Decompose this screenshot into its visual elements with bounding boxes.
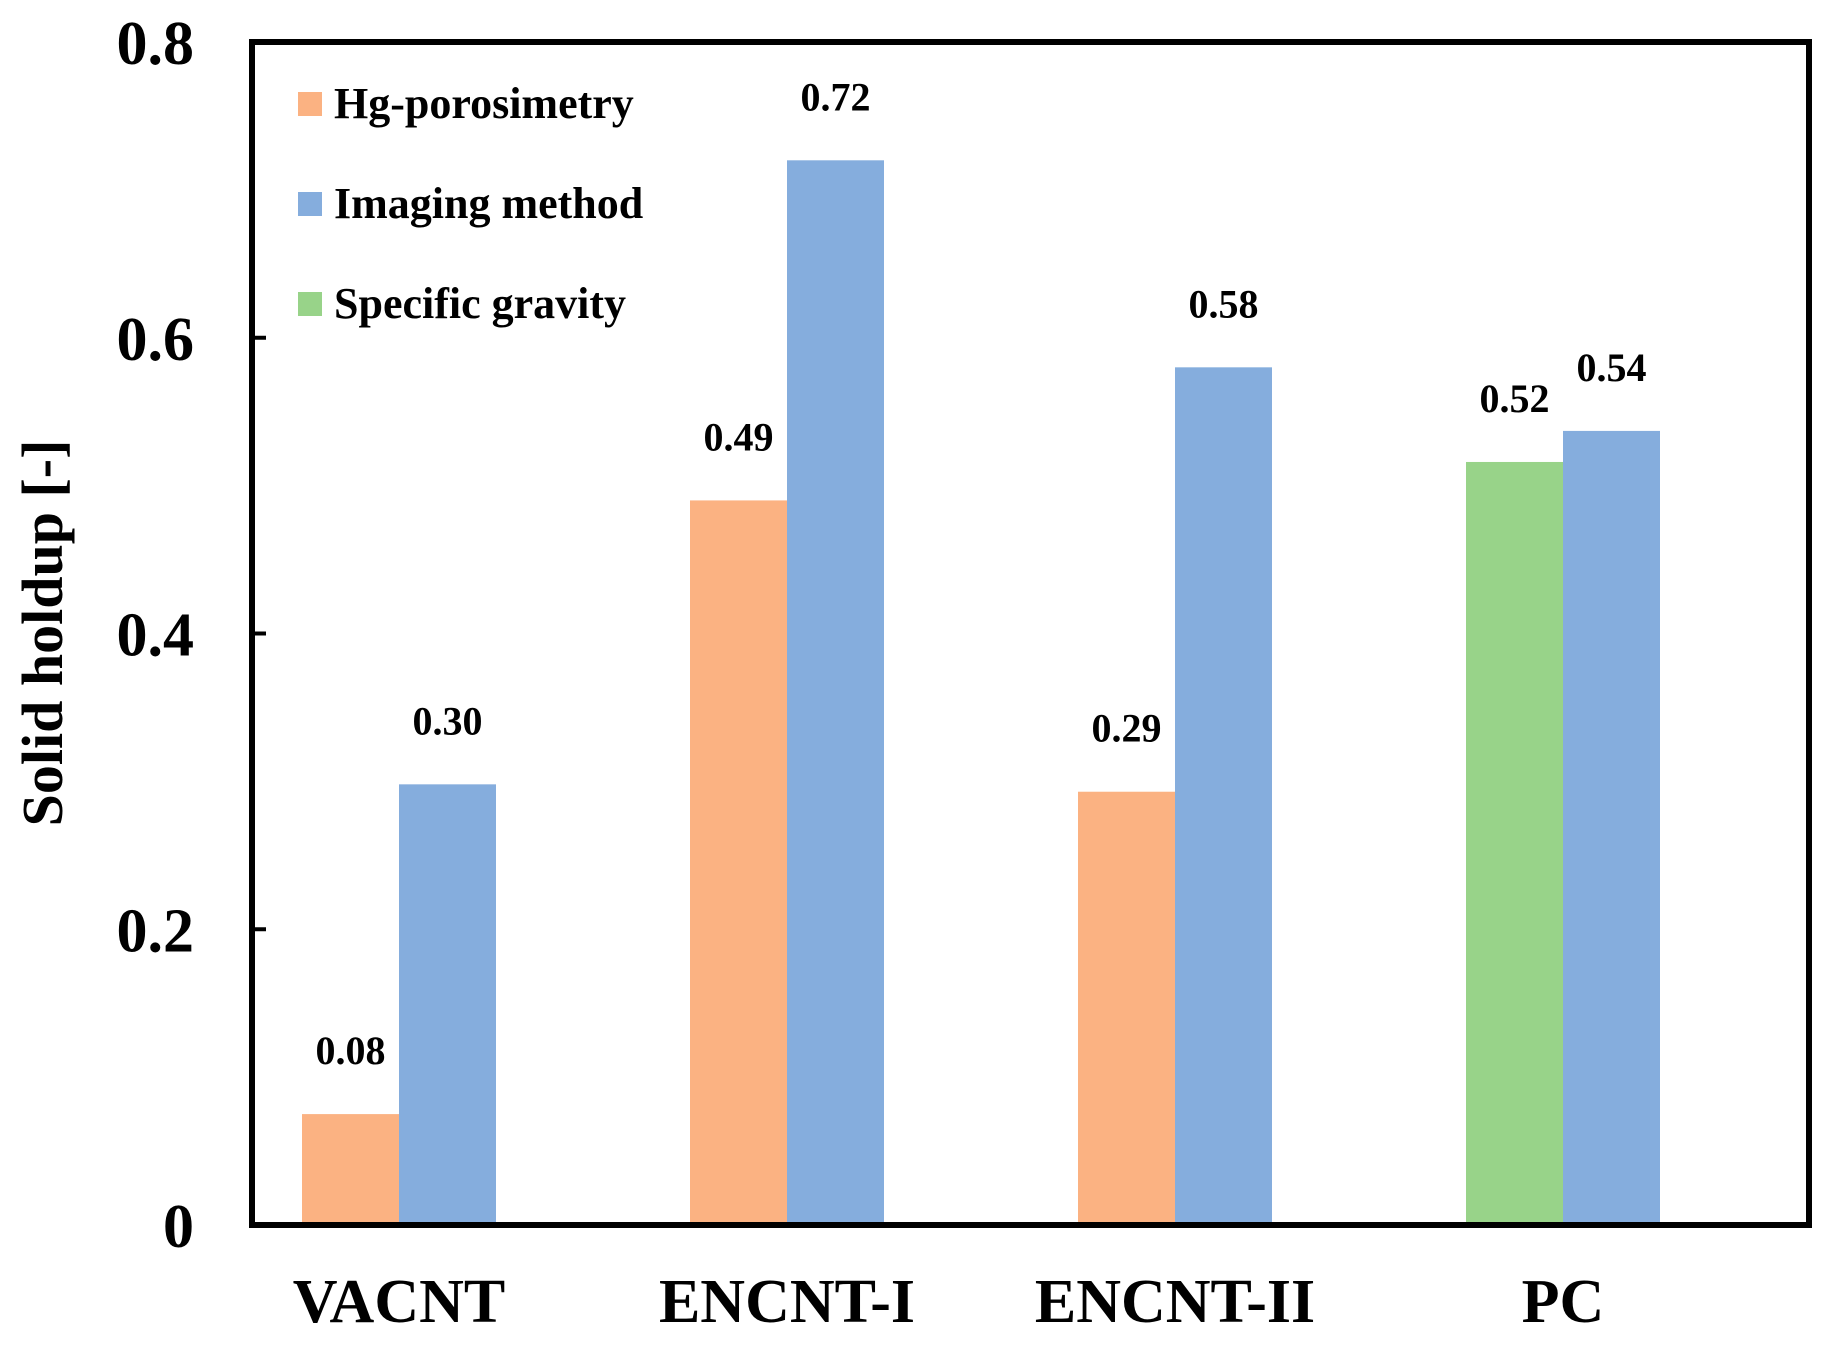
y-tick-labels: 0 0.2 0.4 0.6 0.8 (117, 10, 195, 1261)
y-tick-label: 0.8 (117, 10, 195, 78)
y-ticks (252, 335, 266, 932)
legend-swatch-hg-porosimetry (298, 92, 322, 116)
legend-swatch-specific-gravity (298, 292, 322, 316)
legend-label-imaging-method: Imaging method (334, 179, 643, 228)
data-label-imaging-method-vacnt: 0.30 (413, 698, 483, 743)
bar-labels-layer: 0.08 0.30 0.49 0.72 0.29 0.58 0.52 0.54 (316, 74, 1647, 1073)
x-tick-label-encnt-i: ENCNT-I (659, 1268, 915, 1336)
legend: Hg-porosimetry Imaging method Specific gra… (298, 79, 643, 328)
data-label-imaging-method-encnt-ii: 0.58 (1189, 281, 1259, 326)
y-tick-label: 0.6 (117, 306, 195, 374)
bar-hg-porosimetry-encnt-ii (1078, 791, 1175, 1225)
x-tick-labels: VACNT ENCNT-I ENCNT-II PC (293, 1268, 1605, 1336)
bars-layer (302, 160, 1660, 1226)
x-tick-label-pc: PC (1522, 1268, 1605, 1336)
data-label-hg-porosimetry-encnt-i: 0.49 (704, 414, 774, 459)
y-tick-label: 0.2 (117, 897, 195, 965)
y-tick-label: 0 (163, 1193, 194, 1261)
bar-imaging-method-encnt-ii (1175, 367, 1272, 1225)
legend-swatch-imaging-method (298, 192, 322, 216)
y-axis-title: Solid holdup [-] (10, 440, 75, 827)
x-tick-label-encnt-ii: ENCNT-II (1035, 1268, 1315, 1336)
x-tick-label-vacnt: VACNT (293, 1268, 505, 1336)
bar-imaging-method-vacnt (399, 784, 496, 1225)
data-label-hg-porosimetry-vacnt: 0.08 (316, 1028, 386, 1073)
bar-imaging-method-encnt-i (787, 160, 884, 1225)
legend-label-hg-porosimetry: Hg-porosimetry (334, 79, 634, 128)
y-tick-label: 0.4 (117, 602, 195, 670)
bar-hg-porosimetry-encnt-i (690, 500, 787, 1226)
data-label-specific-gravity-pc: 0.52 (1480, 376, 1550, 421)
bar-specific-gravity-pc (1466, 461, 1563, 1226)
data-label-imaging-method-encnt-i: 0.72 (801, 74, 871, 119)
legend-label-specific-gravity: Specific gravity (334, 279, 626, 328)
bar-hg-porosimetry-vacnt (302, 1114, 399, 1225)
data-label-hg-porosimetry-encnt-ii: 0.29 (1092, 706, 1162, 751)
bar-imaging-method-pc (1563, 430, 1660, 1225)
data-label-imaging-method-pc: 0.54 (1577, 345, 1647, 390)
